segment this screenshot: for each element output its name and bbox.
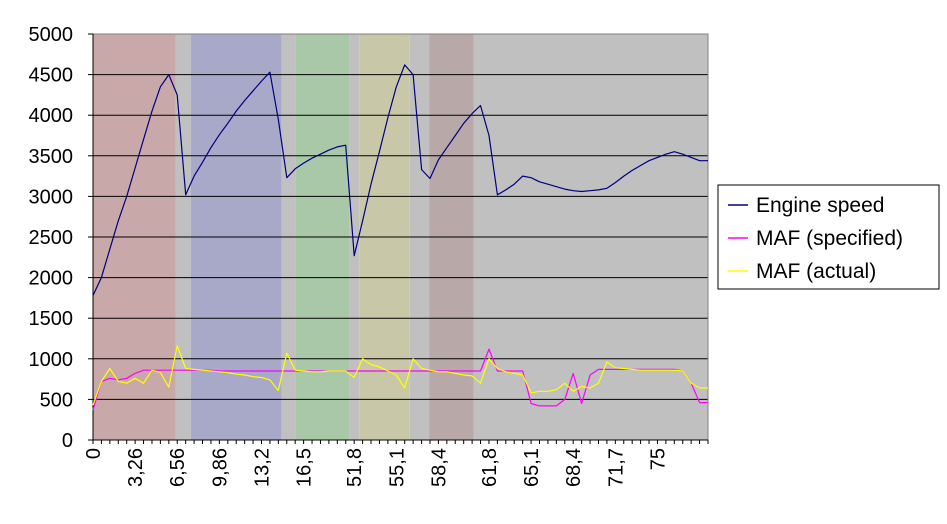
x-tick-label: 65,1 — [521, 448, 543, 487]
y-tick-label: 5000 — [29, 24, 74, 46]
legend-label-maf-specified: MAF (specified) — [756, 227, 903, 250]
y-tick-label: 4000 — [29, 105, 74, 127]
y-tick-label: 1000 — [29, 349, 74, 371]
x-tick-label: 58,4 — [428, 448, 450, 487]
y-tick-label: 500 — [40, 389, 73, 411]
x-axis-ticks: 0 3,26 6,56 9,86 13,2 16,5 51,8 55,1 58,4 61,8 65,… — [83, 440, 709, 487]
x-tick-label: 51,8 — [344, 448, 366, 487]
legend: Engine speed MAF (specified) MAF (actual) — [717, 184, 940, 290]
x-tick-label: 68,4 — [563, 448, 585, 487]
x-tick-label: 0 — [83, 448, 105, 459]
x-tick-label: 16,5 — [294, 448, 316, 487]
x-tick-label: 75 — [647, 448, 669, 470]
x-tick-label: 13,2 — [251, 448, 273, 487]
y-tick-label: 2500 — [29, 227, 74, 249]
series-line-maf-actual — [92, 345, 708, 406]
legend-label-engine-speed: Engine speed — [756, 194, 884, 217]
x-tick-label: 6,56 — [167, 448, 189, 487]
x-tick-label: 55,1 — [386, 448, 408, 487]
y-tick-label: 4500 — [29, 65, 74, 87]
series-line-engine-speed — [92, 64, 708, 296]
y-tick-label: 3000 — [29, 186, 74, 208]
x-tick-label: 61,8 — [479, 448, 501, 487]
y-axis-ticks: 0 500 1000 1500 2000 2500 3000 3500 4000 4500 5000 — [29, 24, 93, 452]
x-tick-label: 3,26 — [125, 448, 147, 487]
legend-box — [717, 184, 940, 290]
y-tick-label: 0 — [62, 430, 73, 452]
x-tick-label: 9,86 — [209, 448, 231, 487]
x-tick-label: 71,7 — [605, 448, 627, 487]
series-lines — [92, 64, 708, 411]
series-line-maf-specified — [92, 348, 708, 411]
legend-label-maf-actual: MAF (actual) — [756, 260, 876, 283]
y-tick-label: 3500 — [29, 146, 74, 168]
y-tick-label: 1500 — [29, 308, 74, 330]
y-tick-label: 2000 — [29, 268, 74, 290]
